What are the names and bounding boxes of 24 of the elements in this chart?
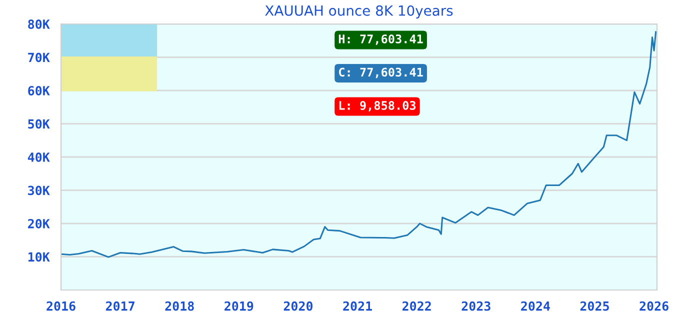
annotation: L: 9,858.03	[339, 100, 416, 112]
x-tick-label: 2018	[165, 301, 194, 311]
x-tick-label: 2023	[462, 301, 490, 311]
y-tick-label: 40K	[28, 152, 50, 162]
y-tick-label: 30K	[28, 186, 50, 196]
y-tick-label: 20K	[28, 218, 50, 228]
x-tick-label: 2021	[343, 301, 372, 311]
x-tick-label: 2017	[106, 301, 134, 311]
y-tick-label: 70K	[28, 52, 50, 62]
y-tick-label: 10K	[28, 252, 50, 262]
x-tick-label: 2019	[224, 301, 254, 311]
y-tick-label: 80K	[28, 19, 50, 29]
x-tick-label: 2016	[46, 301, 76, 311]
x-tick-label: 2026	[640, 301, 668, 311]
y-tick-label: 50K	[28, 119, 50, 129]
y-tick-label: 60K	[28, 86, 50, 96]
line-series	[61, 31, 657, 258]
chart-title: XAUUAH ounce 8K 10years	[265, 5, 453, 19]
x-tick-label: 2025	[580, 301, 609, 311]
annotation: C: 77,603.41	[339, 68, 423, 78]
x-tick-label: 2022	[402, 301, 431, 311]
annotation: H: 77,603.41	[338, 34, 423, 45]
x-tick-label: 2020	[284, 301, 313, 311]
x-tick-label: 2024	[521, 301, 550, 311]
